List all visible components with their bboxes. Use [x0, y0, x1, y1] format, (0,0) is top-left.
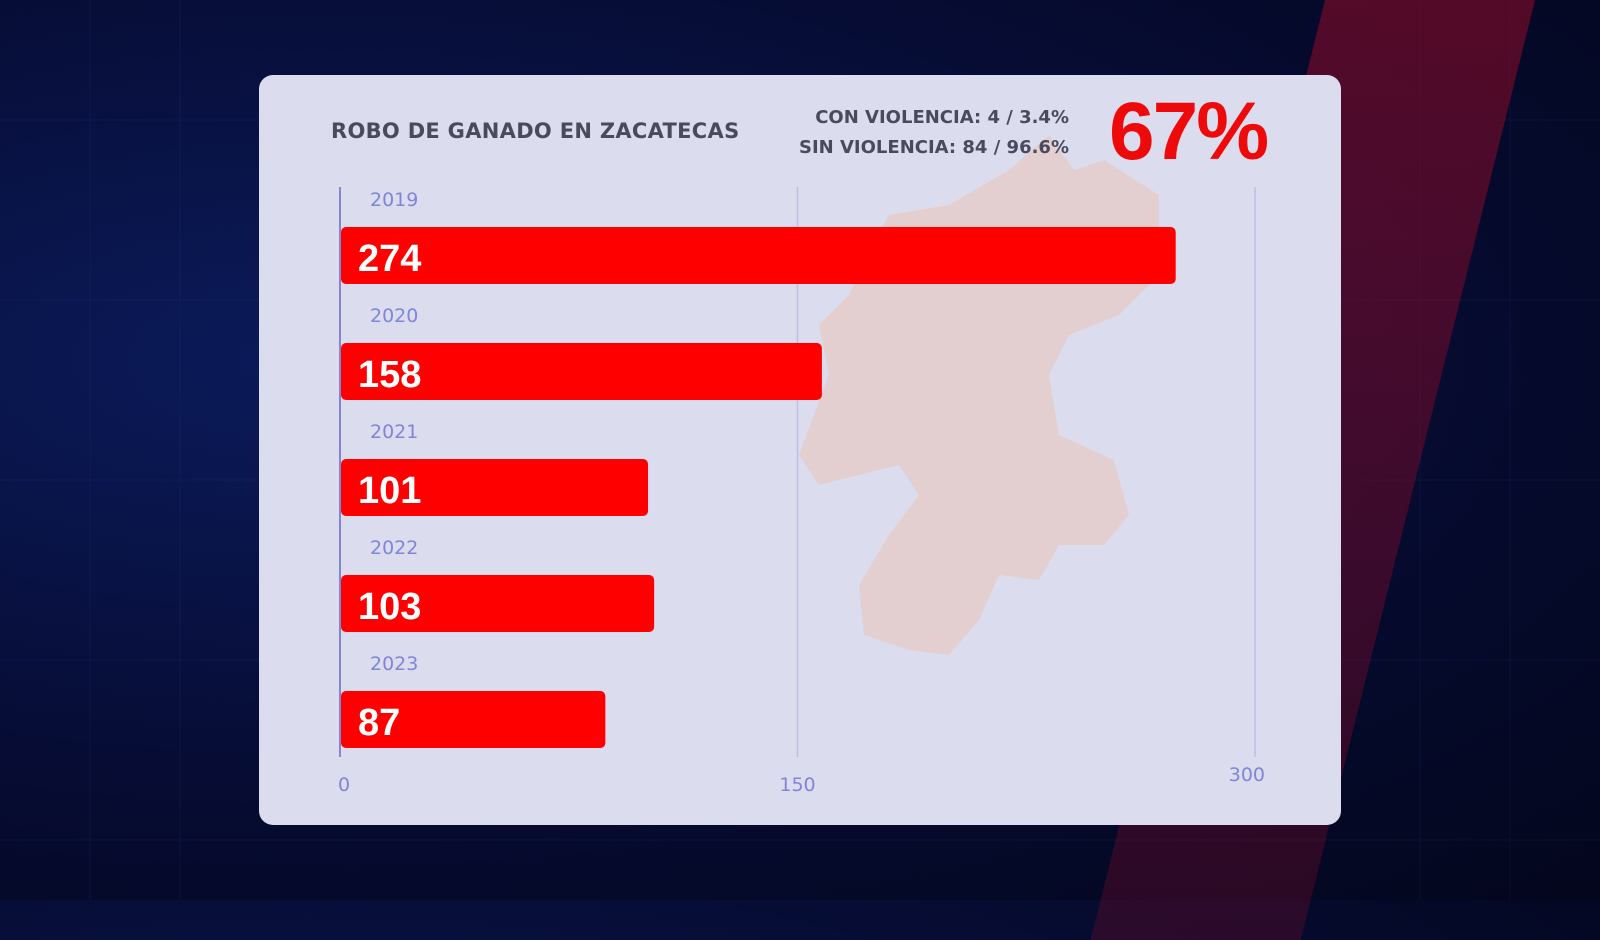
category-label: 2020	[370, 305, 418, 327]
con-violencia-stat: CON VIOLENCIA: 4 / 3.4%	[815, 107, 1069, 128]
big-percent-figure: 67%	[1109, 86, 1269, 177]
bar-value-label: 103	[358, 586, 421, 628]
zacatecas-map-silhouette	[799, 135, 1159, 655]
bar-value-label: 158	[358, 354, 421, 396]
chart-title: ROBO DE GANADO EN ZACATECAS	[331, 119, 740, 143]
sin-violencia-stat: SIN VIOLENCIA: 84 / 96.6%	[799, 137, 1069, 158]
category-label: 2019	[370, 189, 418, 211]
category-label: 2022	[370, 537, 418, 559]
bar	[341, 343, 822, 400]
bar-value-label: 274	[358, 238, 421, 280]
bar	[341, 691, 606, 748]
x-tick-label: 300	[1229, 764, 1265, 786]
bar-chart: 0 150 300 2019 274 2020 158 2021 101 2022 103 2023 8…	[338, 135, 1265, 796]
bar-value-label: 87	[358, 702, 400, 744]
bar	[341, 227, 1176, 284]
bar-value-label: 101	[358, 470, 421, 512]
bar	[341, 575, 655, 632]
bar	[341, 459, 649, 516]
chart-card: 0 150 300 2019 274 2020 158 2021 101 2022 103 2023 8…	[259, 75, 1341, 825]
category-label: 2023	[370, 653, 418, 675]
category-label: 2021	[370, 421, 418, 443]
x-tick-label: 0	[338, 774, 350, 796]
x-tick-label: 150	[779, 774, 815, 796]
